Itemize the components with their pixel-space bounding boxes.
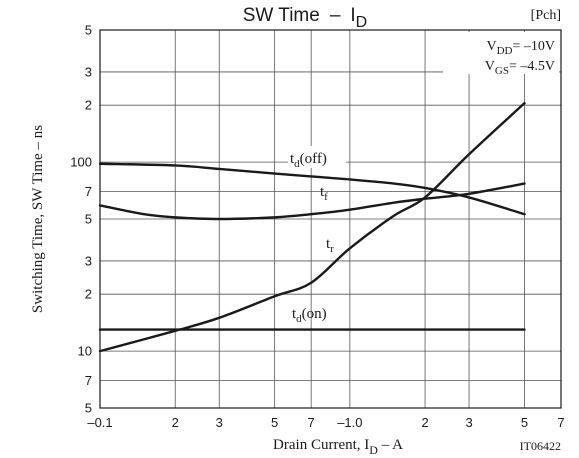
y-tick-label: 3 xyxy=(85,253,92,268)
series-label-td-off: td(off) xyxy=(288,146,346,170)
condition-vdd: VDD= –10V xyxy=(486,39,555,57)
y-tick-label: 3 xyxy=(85,64,92,79)
svg-text:tr: tr xyxy=(326,236,334,255)
y-tick-label: 5 xyxy=(85,23,92,38)
svg-text:tf: tf xyxy=(320,184,328,203)
x-tick-label: 2 xyxy=(421,415,428,430)
x-tick-label: 2 xyxy=(172,415,179,430)
x-tick-label: 7 xyxy=(308,415,315,430)
conditions-box: VDD= –10V VGS= –4.5V xyxy=(443,32,559,77)
plot-frame xyxy=(99,29,562,409)
x-tick-label: –1.0 xyxy=(337,415,362,430)
x-axis-label: Drain Current, ID – A xyxy=(273,437,403,457)
series-label-td-on: td(on) xyxy=(292,306,327,325)
y-tick-label: 10 xyxy=(78,344,92,359)
series-layer xyxy=(98,101,526,353)
y-tick-label: 2 xyxy=(85,98,92,113)
y-tick-label: 5 xyxy=(85,401,92,416)
series-label-tf: tf xyxy=(320,184,328,203)
x-tick-label: 3 xyxy=(216,415,223,430)
axis-ticks: –0.1 2 3 5 7 –1.0 2 3 5 7 5 7 10 2 3 5 7 100 2 3 5 xyxy=(70,23,564,431)
series-label-tr: tr xyxy=(326,236,334,255)
condition-vgs: VGS= –4.5V xyxy=(485,59,555,77)
figure-code: IT06422 xyxy=(520,439,561,453)
series-line-tf xyxy=(98,182,526,221)
x-tick-label: 7 xyxy=(557,415,564,430)
series-line-td-off xyxy=(98,162,526,216)
y-tick-label: 7 xyxy=(85,373,92,388)
x-tick-label: 5 xyxy=(521,415,528,430)
y-tick-label: 100 xyxy=(70,155,92,170)
svg-text:td(on): td(on) xyxy=(292,306,327,325)
y-axis-label: Switching Time, SW Time – ns xyxy=(30,125,46,313)
plot-grid xyxy=(99,29,562,409)
series-line-tr xyxy=(98,101,526,353)
svg-text:td(off): td(off) xyxy=(290,151,327,170)
x-tick-label: –0.1 xyxy=(87,415,112,430)
x-tick-label: 5 xyxy=(271,415,278,430)
x-tick-label: 3 xyxy=(465,415,472,430)
device-tag: [Pch] xyxy=(531,8,561,23)
y-tick-label: 7 xyxy=(85,184,92,199)
y-tick-label: 2 xyxy=(85,287,92,302)
y-tick-label: 5 xyxy=(85,212,92,227)
chart-title: SW Time – ID xyxy=(243,5,367,31)
